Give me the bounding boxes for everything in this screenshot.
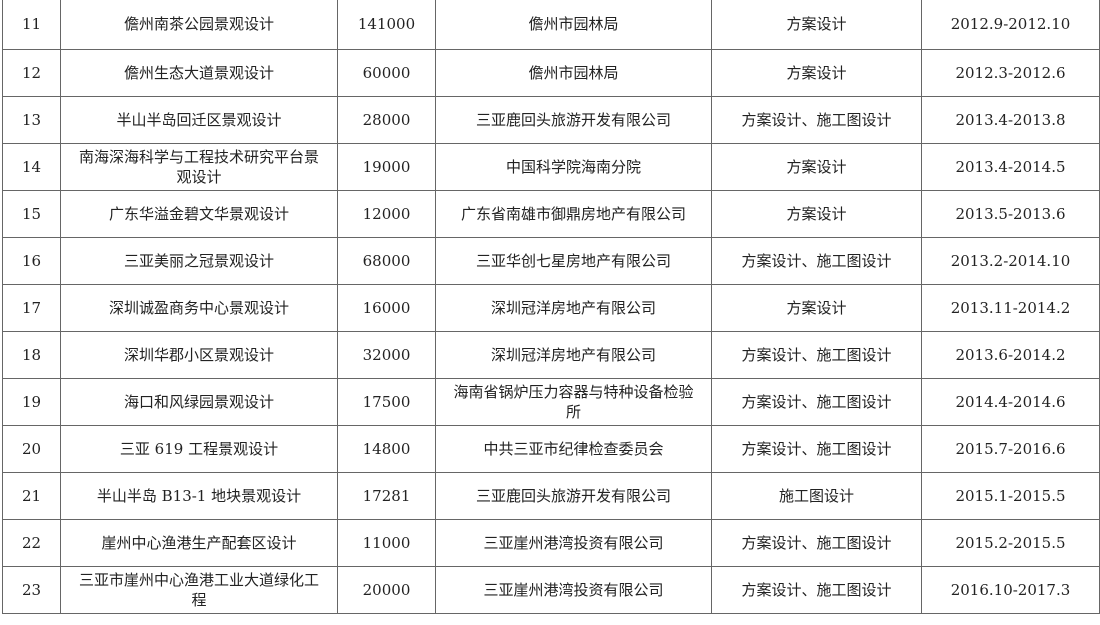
project-number-cell: 19 (2, 378, 61, 426)
project-area-cell: 16000 (337, 284, 436, 332)
project-period-cell: 2015.1-2015.5 (921, 472, 1100, 520)
client-name-cell: 儋州市园林局 (435, 0, 712, 50)
project-name-cell: 深圳华郡小区景观设计 (60, 331, 338, 379)
design-type-cell: 方案设计、施工图设计 (711, 378, 922, 426)
project-number-cell: 12 (2, 49, 61, 97)
table-row: 18 深圳华郡小区景观设计 32000 深圳冠洋房地产有限公司 方案设计、施工图设计 20… (2, 331, 1100, 379)
design-type-cell: 方案设计、施工图设计 (711, 237, 922, 285)
project-period-cell: 2012.9-2012.10 (921, 0, 1100, 50)
project-period-cell: 2013.5-2013.6 (921, 190, 1100, 238)
client-name-cell: 广东省南雄市御鼎房地产有限公司 (435, 190, 712, 238)
project-area-cell: 19000 (337, 143, 436, 191)
project-period-cell: 2015.7-2016.6 (921, 425, 1100, 473)
project-number-cell: 13 (2, 96, 61, 144)
design-type-cell: 方案设计 (711, 49, 922, 97)
project-number-cell: 15 (2, 190, 61, 238)
project-area-cell: 60000 (337, 49, 436, 97)
table-row: 23 三亚市崖州中心渔港工业大道绿化工程 20000 三亚崖州港湾投资有限公司 方案设计… (2, 566, 1100, 614)
project-name-cell: 半山半岛回迁区景观设计 (60, 96, 338, 144)
project-name-cell: 三亚市崖州中心渔港工业大道绿化工程 (60, 566, 338, 614)
project-name-cell: 南海深海科学与工程技术研究平台景观设计 (60, 143, 338, 191)
project-number-cell: 11 (2, 0, 61, 50)
project-name-cell: 三亚 619 工程景观设计 (60, 425, 338, 473)
table-row: 17 深圳诚盈商务中心景观设计 16000 深圳冠洋房地产有限公司 方案设计 2013.1… (2, 284, 1100, 332)
project-period-cell: 2013.4-2014.5 (921, 143, 1100, 191)
project-area-cell: 14800 (337, 425, 436, 473)
project-name-cell: 儋州生态大道景观设计 (60, 49, 338, 97)
design-type-cell: 方案设计、施工图设计 (711, 425, 922, 473)
project-area-cell: 20000 (337, 566, 436, 614)
client-name-cell: 海南省锅炉压力容器与特种设备检验所 (435, 378, 712, 426)
project-name-cell: 三亚美丽之冠景观设计 (60, 237, 338, 285)
project-name-cell: 儋州南茶公园景观设计 (60, 0, 338, 50)
project-name-cell: 海口和风绿园景观设计 (60, 378, 338, 426)
design-type-cell: 方案设计 (711, 0, 922, 50)
client-name-cell: 深圳冠洋房地产有限公司 (435, 331, 712, 379)
project-name-cell: 广东华溢金碧文华景观设计 (60, 190, 338, 238)
project-name-cell: 深圳诚盈商务中心景观设计 (60, 284, 338, 332)
project-name-cell: 半山半岛 B13-1 地块景观设计 (60, 472, 338, 520)
project-number-cell: 14 (2, 143, 61, 191)
client-name-cell: 三亚华创七星房地产有限公司 (435, 237, 712, 285)
project-period-cell: 2015.2-2015.5 (921, 519, 1100, 567)
client-name-cell: 三亚鹿回头旅游开发有限公司 (435, 96, 712, 144)
project-name-cell: 崖州中心渔港生产配套区设计 (60, 519, 338, 567)
project-area-cell: 11000 (337, 519, 436, 567)
project-area-cell: 141000 (337, 0, 436, 50)
project-number-cell: 17 (2, 284, 61, 332)
client-name-cell: 中国科学院海南分院 (435, 143, 712, 191)
design-type-cell: 方案设计 (711, 190, 922, 238)
table-row: 22 崖州中心渔港生产配套区设计 11000 三亚崖州港湾投资有限公司 方案设计、施工图… (2, 519, 1100, 567)
table-row: 21 半山半岛 B13-1 地块景观设计 17281 三亚鹿回头旅游开发有限公司 施工图… (2, 472, 1100, 520)
project-number-cell: 23 (2, 566, 61, 614)
client-name-cell: 三亚崖州港湾投资有限公司 (435, 519, 712, 567)
project-period-cell: 2013.4-2013.8 (921, 96, 1100, 144)
project-period-cell: 2013.6-2014.2 (921, 331, 1100, 379)
project-number-cell: 18 (2, 331, 61, 379)
table-row: 12 儋州生态大道景观设计 60000 儋州市园林局 方案设计 2012.3-2012.6 (2, 49, 1100, 97)
client-name-cell: 儋州市园林局 (435, 49, 712, 97)
project-area-cell: 32000 (337, 331, 436, 379)
table-row: 15 广东华溢金碧文华景观设计 12000 广东省南雄市御鼎房地产有限公司 方案设计 20… (2, 190, 1100, 238)
table-row: 13 半山半岛回迁区景观设计 28000 三亚鹿回头旅游开发有限公司 方案设计、施工图设… (2, 96, 1100, 144)
project-area-cell: 12000 (337, 190, 436, 238)
table-row: 11 儋州南茶公园景观设计 141000 儋州市园林局 方案设计 2012.9-2012.… (2, 0, 1100, 50)
table-row: 14 南海深海科学与工程技术研究平台景观设计 19000 中国科学院海南分院 方案设计 2… (2, 143, 1100, 191)
client-name-cell: 深圳冠洋房地产有限公司 (435, 284, 712, 332)
project-area-cell: 68000 (337, 237, 436, 285)
design-type-cell: 方案设计 (711, 284, 922, 332)
design-type-cell: 方案设计、施工图设计 (711, 331, 922, 379)
project-period-cell: 2013.11-2014.2 (921, 284, 1100, 332)
project-number-cell: 21 (2, 472, 61, 520)
design-type-cell: 施工图设计 (711, 472, 922, 520)
project-number-cell: 16 (2, 237, 61, 285)
project-period-cell: 2013.2-2014.10 (921, 237, 1100, 285)
design-type-cell: 方案设计、施工图设计 (711, 96, 922, 144)
project-period-cell: 2016.10-2017.3 (921, 566, 1100, 614)
design-type-cell: 方案设计、施工图设计 (711, 519, 922, 567)
project-number-cell: 20 (2, 425, 61, 473)
client-name-cell: 中共三亚市纪律检查委员会 (435, 425, 712, 473)
table-row: 16 三亚美丽之冠景观设计 68000 三亚华创七星房地产有限公司 方案设计、施工图设计… (2, 237, 1100, 285)
design-type-cell: 方案设计、施工图设计 (711, 566, 922, 614)
table-row: 20 三亚 619 工程景观设计 14800 中共三亚市纪律检查委员会 方案设计、施工图… (2, 425, 1100, 473)
design-type-cell: 方案设计 (711, 143, 922, 191)
project-area-cell: 17281 (337, 472, 436, 520)
table-row: 19 海口和风绿园景观设计 17500 海南省锅炉压力容器与特种设备检验所 方案设计、施… (2, 378, 1100, 426)
project-number-cell: 22 (2, 519, 61, 567)
client-name-cell: 三亚鹿回头旅游开发有限公司 (435, 472, 712, 520)
client-name-cell: 三亚崖州港湾投资有限公司 (435, 566, 712, 614)
project-period-cell: 2012.3-2012.6 (921, 49, 1100, 97)
project-period-cell: 2014.4-2014.6 (921, 378, 1100, 426)
project-area-cell: 17500 (337, 378, 436, 426)
project-area-cell: 28000 (337, 96, 436, 144)
